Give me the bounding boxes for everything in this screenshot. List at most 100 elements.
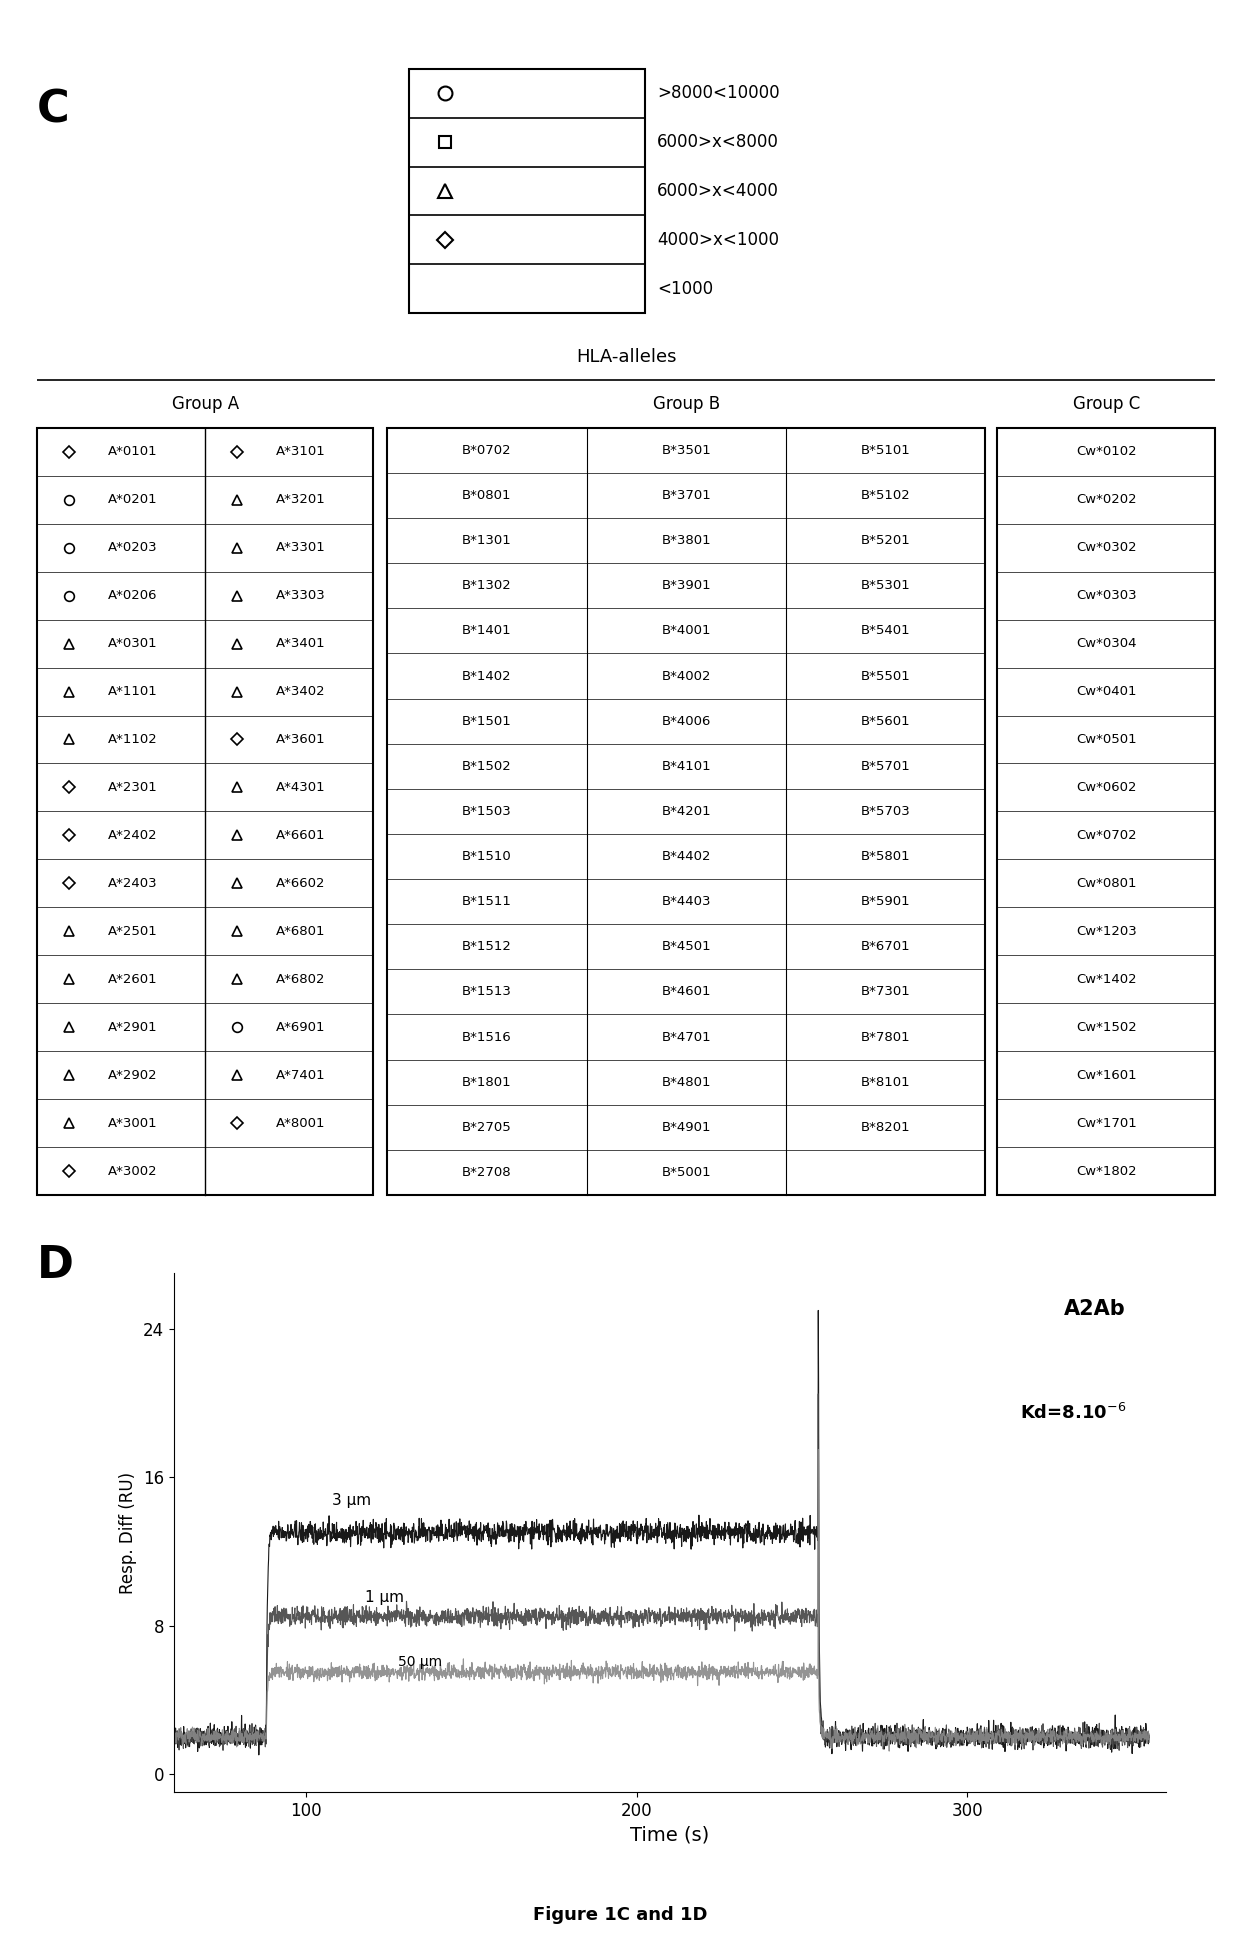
Text: Cw*0501: Cw*0501 xyxy=(1076,733,1137,746)
Text: A*1101: A*1101 xyxy=(108,686,157,697)
Text: Cw*1601: Cw*1601 xyxy=(1076,1068,1137,1081)
Text: Group C: Group C xyxy=(1073,396,1140,413)
Text: B*5301: B*5301 xyxy=(861,580,910,592)
Text: A*1102: A*1102 xyxy=(108,733,157,746)
Text: A*6801: A*6801 xyxy=(275,925,325,938)
Text: B*5701: B*5701 xyxy=(861,760,910,772)
Text: A*6602: A*6602 xyxy=(275,878,325,889)
Text: B*1516: B*1516 xyxy=(463,1030,512,1044)
Text: A*0101: A*0101 xyxy=(108,445,157,458)
Text: B*5001: B*5001 xyxy=(661,1166,711,1179)
Text: B*4501: B*4501 xyxy=(661,940,711,954)
Text: 3 μm: 3 μm xyxy=(332,1493,372,1508)
Text: B*1513: B*1513 xyxy=(461,985,512,999)
Text: C: C xyxy=(37,88,69,131)
Text: B*0702: B*0702 xyxy=(463,445,512,456)
Text: B*4402: B*4402 xyxy=(661,850,711,864)
Text: B*1511: B*1511 xyxy=(461,895,512,909)
Text: A*3001: A*3001 xyxy=(108,1117,157,1130)
Text: Kd=8.10$^{-6}$: Kd=8.10$^{-6}$ xyxy=(1019,1403,1126,1424)
Bar xyxy=(997,427,1215,1195)
Text: A*2901: A*2901 xyxy=(108,1021,157,1034)
Text: B*7801: B*7801 xyxy=(861,1030,910,1044)
Text: A*3002: A*3002 xyxy=(108,1164,157,1177)
Text: Cw*0102: Cw*0102 xyxy=(1076,445,1137,458)
Text: B*3701: B*3701 xyxy=(661,490,712,502)
Text: Cw*0702: Cw*0702 xyxy=(1076,829,1137,842)
Text: <1000: <1000 xyxy=(657,280,713,298)
Text: B*0801: B*0801 xyxy=(463,490,512,502)
Text: B*4801: B*4801 xyxy=(661,1075,711,1089)
Text: A*7401: A*7401 xyxy=(275,1068,325,1081)
Text: A*2301: A*2301 xyxy=(108,782,157,793)
Text: A*6901: A*6901 xyxy=(275,1021,325,1034)
Text: B*6701: B*6701 xyxy=(861,940,910,954)
Bar xyxy=(387,427,986,1195)
Text: B*5801: B*5801 xyxy=(861,850,910,864)
Text: B*1302: B*1302 xyxy=(463,580,512,592)
Text: >8000<10000: >8000<10000 xyxy=(657,84,780,102)
Text: A*3601: A*3601 xyxy=(275,733,325,746)
Text: B*4002: B*4002 xyxy=(661,670,711,682)
Text: A*3401: A*3401 xyxy=(275,637,325,650)
Text: B*1401: B*1401 xyxy=(463,625,512,637)
Text: A*2601: A*2601 xyxy=(108,974,157,985)
Text: A2Ab: A2Ab xyxy=(1064,1299,1126,1318)
Text: Cw*1502: Cw*1502 xyxy=(1076,1021,1137,1034)
Text: A*8001: A*8001 xyxy=(275,1117,325,1130)
Text: Cw*0303: Cw*0303 xyxy=(1076,590,1137,601)
Text: B*4601: B*4601 xyxy=(661,985,711,999)
Text: A*0206: A*0206 xyxy=(108,590,157,601)
Text: B*4001: B*4001 xyxy=(661,625,711,637)
Text: B*8201: B*8201 xyxy=(861,1121,910,1134)
Text: Cw*1802: Cw*1802 xyxy=(1076,1164,1137,1177)
Text: 6000>x<4000: 6000>x<4000 xyxy=(657,182,779,200)
Bar xyxy=(37,427,373,1195)
Text: 50 μm: 50 μm xyxy=(398,1655,443,1669)
Text: A*2501: A*2501 xyxy=(108,925,157,938)
Text: A*2403: A*2403 xyxy=(108,878,157,889)
Text: D: D xyxy=(37,1244,74,1287)
Text: Cw*1402: Cw*1402 xyxy=(1076,974,1137,985)
Text: HLA-alleles: HLA-alleles xyxy=(575,349,677,366)
X-axis label: Time (s): Time (s) xyxy=(630,1826,709,1845)
Text: A*6802: A*6802 xyxy=(275,974,325,985)
Text: Cw*0602: Cw*0602 xyxy=(1076,782,1137,793)
Text: B*1501: B*1501 xyxy=(463,715,512,727)
Text: A*3101: A*3101 xyxy=(275,445,325,458)
Text: B*5101: B*5101 xyxy=(861,445,910,456)
Text: B*1301: B*1301 xyxy=(463,535,512,547)
Text: B*5601: B*5601 xyxy=(861,715,910,727)
Text: Group B: Group B xyxy=(652,396,720,413)
Y-axis label: Resp. Diff (RU): Resp. Diff (RU) xyxy=(119,1471,138,1595)
Text: B*3501: B*3501 xyxy=(661,445,712,456)
Text: B*3801: B*3801 xyxy=(661,535,711,547)
Text: Cw*0304: Cw*0304 xyxy=(1076,637,1137,650)
Text: A*3201: A*3201 xyxy=(275,494,325,505)
Text: B*2705: B*2705 xyxy=(463,1121,512,1134)
Text: B*1402: B*1402 xyxy=(463,670,512,682)
Text: B*2708: B*2708 xyxy=(463,1166,512,1179)
Text: B*5102: B*5102 xyxy=(861,490,910,502)
Text: Group A: Group A xyxy=(171,396,238,413)
Text: B*4403: B*4403 xyxy=(661,895,711,909)
Text: B*1510: B*1510 xyxy=(463,850,512,864)
Text: Cw*0801: Cw*0801 xyxy=(1076,878,1137,889)
Text: B*8101: B*8101 xyxy=(861,1075,910,1089)
Text: B*1503: B*1503 xyxy=(463,805,512,819)
Text: A*0301: A*0301 xyxy=(108,637,157,650)
Text: A*0203: A*0203 xyxy=(108,541,157,554)
Text: Cw*0202: Cw*0202 xyxy=(1076,494,1137,505)
Text: Figure 1C and 1D: Figure 1C and 1D xyxy=(533,1906,707,1924)
Text: 6000>x<8000: 6000>x<8000 xyxy=(657,133,779,151)
Text: B*4701: B*4701 xyxy=(661,1030,711,1044)
Text: B*4006: B*4006 xyxy=(662,715,711,727)
Text: B*4201: B*4201 xyxy=(661,805,711,819)
Text: A*3303: A*3303 xyxy=(275,590,325,601)
Text: B*5201: B*5201 xyxy=(861,535,910,547)
Text: A*4301: A*4301 xyxy=(275,782,325,793)
Text: Cw*1203: Cw*1203 xyxy=(1076,925,1137,938)
Text: 4000>x<1000: 4000>x<1000 xyxy=(657,231,779,249)
Text: B*5901: B*5901 xyxy=(861,895,910,909)
Text: B*3901: B*3901 xyxy=(661,580,711,592)
